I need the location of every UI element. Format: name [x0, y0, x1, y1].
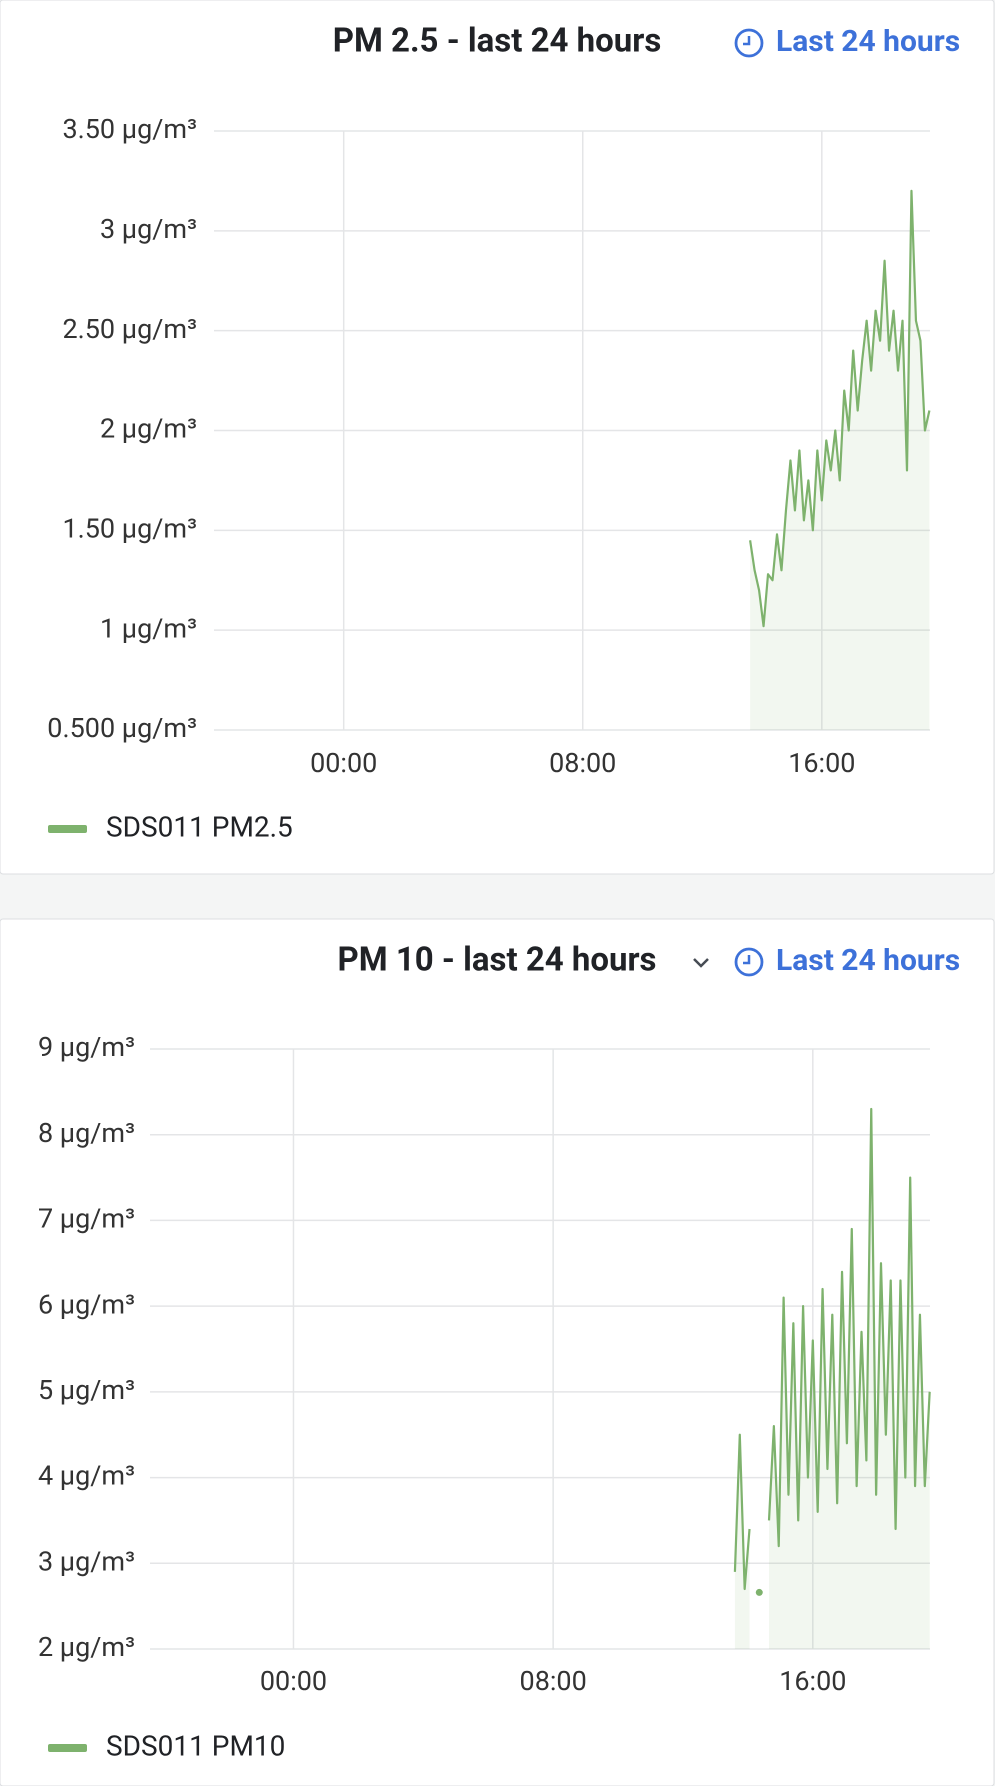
series-line [733, 1433, 751, 1591]
x-tick-label: 16:00 [788, 747, 855, 779]
clock-hands [743, 36, 751, 46]
clock-icon [734, 28, 764, 58]
legend-label[interactable]: SDS011 PM10 [106, 1729, 285, 1762]
menu-chevron[interactable] [693, 958, 709, 968]
y-tick-label: 5 µg/m³ [38, 1374, 135, 1406]
series-area [750, 190, 930, 730]
y-tick-label: 1 µg/m³ [100, 612, 197, 644]
y-tick-label: 9 µg/m³ [38, 1031, 135, 1063]
y-tick-label: 6 µg/m³ [38, 1288, 135, 1320]
y-tick-label: 8 µg/m³ [38, 1117, 135, 1149]
y-tick-label: 2.50 µg/m³ [62, 313, 197, 345]
y-tick-label: 7 µg/m³ [38, 1203, 135, 1235]
y-tick-label: 0.500 µg/m³ [47, 712, 197, 744]
panel-title[interactable]: PM 10 - last 24 hours [337, 941, 656, 980]
time-picker[interactable]: Last 24 hours [776, 943, 960, 978]
x-tick-label: 16:00 [779, 1665, 846, 1697]
series-line [749, 189, 931, 628]
series-line [767, 1107, 931, 1548]
legend-swatch[interactable] [48, 825, 87, 833]
time-picker[interactable]: Last 24 hours [776, 24, 960, 59]
y-tick-label: 3 µg/m³ [100, 213, 197, 245]
x-tick-label: 00:00 [260, 1665, 327, 1697]
x-tick-label: 00:00 [310, 747, 377, 779]
panel [0, 0, 995, 875]
y-tick-label: 3.50 µg/m³ [62, 113, 197, 145]
clock-icon [734, 947, 764, 977]
y-tick-label: 1.50 µg/m³ [62, 512, 197, 544]
y-tick-label: 2 µg/m³ [38, 1631, 135, 1663]
y-tick-label: 4 µg/m³ [38, 1460, 135, 1492]
legend-swatch[interactable] [48, 1744, 87, 1752]
y-tick-label: 2 µg/m³ [100, 413, 197, 445]
panel-title[interactable]: PM 2.5 - last 24 hours [333, 22, 662, 61]
clock-hands [743, 955, 751, 965]
data-point [755, 1588, 763, 1596]
y-tick-label: 3 µg/m³ [38, 1545, 135, 1577]
legend-label[interactable]: SDS011 PM2.5 [106, 810, 293, 843]
x-tick-label: 08:00 [549, 747, 616, 779]
x-tick-label: 08:00 [520, 1665, 587, 1697]
